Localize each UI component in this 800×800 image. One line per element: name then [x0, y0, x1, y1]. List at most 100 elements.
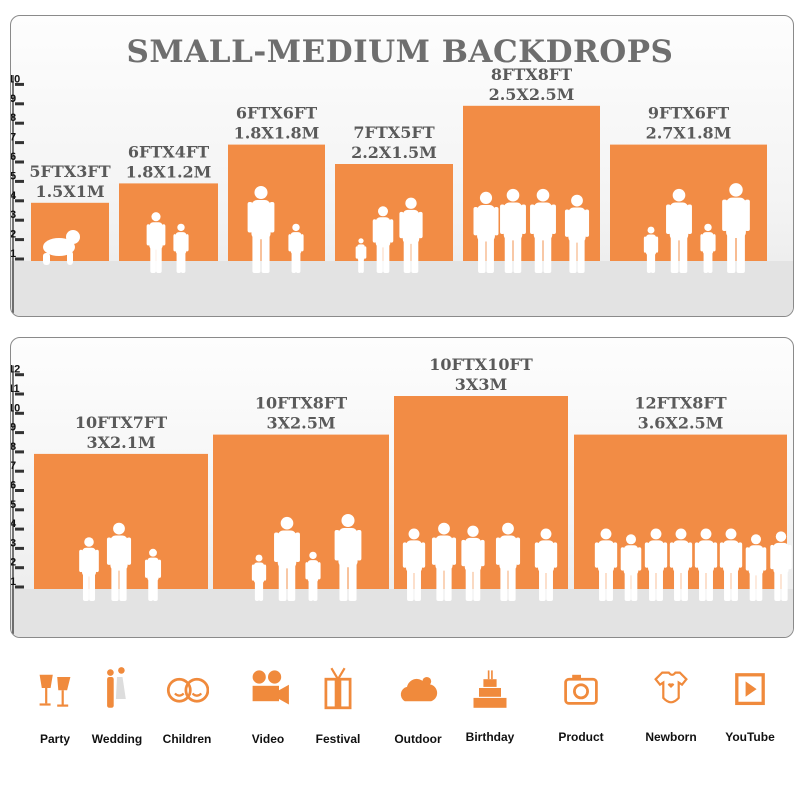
person-silhouette: [495, 522, 521, 601]
backdrop-size-m: 2.2X1.5M: [351, 143, 437, 162]
ruler-tick: [15, 566, 24, 570]
person-silhouette: [719, 528, 743, 601]
backdrop-size-m: 2.7X1.8M: [646, 124, 732, 143]
ruler-tick-label: 1: [11, 576, 16, 588]
backdrop-size-m: 3X2.5M: [266, 414, 335, 433]
ruler-tick-label: 2: [11, 229, 16, 241]
backdrop-panel-medium: 12345678910111210FTX7FT3X2.1M10FTX8FT3X2…: [10, 337, 794, 638]
ruler-tick-label: 4: [11, 190, 17, 202]
backdrop-bar: [119, 183, 218, 261]
children-faces-icon: [166, 677, 209, 703]
backdrop-bar: [213, 434, 389, 589]
person-silhouette: [305, 551, 321, 601]
person-silhouette: [644, 528, 668, 601]
person-silhouette: [43, 230, 80, 265]
use-label: Video: [251, 732, 285, 746]
ruler-tick-label: 3: [11, 537, 16, 549]
wedding-couple-icon: [107, 667, 126, 708]
person-silhouette: [669, 528, 693, 601]
backdrop-size-ft: 9FTX6FT: [648, 104, 729, 123]
backdrop-size-m: 3X3M: [455, 375, 507, 394]
height-ruler: 1 2 3 4 5 6 7 8 9 10: [11, 73, 24, 316]
ruler-tick: [15, 199, 24, 203]
backdrop-size-m: 1.8X1.2M: [126, 162, 212, 181]
use-label: Wedding: [91, 732, 143, 746]
ruler-tick: [15, 585, 24, 589]
ruler-tick: [15, 179, 24, 183]
cloud-icon: [400, 677, 438, 702]
ruler-tick: [15, 392, 24, 396]
person-silhouette: [399, 197, 423, 273]
backdrop-size-m: 3X2.1M: [86, 433, 155, 452]
person-silhouette: [173, 223, 189, 273]
height-ruler: 123456789101112: [11, 364, 24, 637]
backdrop-size-ft: 10FTX8FT: [255, 394, 347, 413]
ruler-tick-label: 4: [11, 518, 17, 530]
use-label: Party: [39, 732, 71, 746]
ruler-tick-label: 9: [11, 422, 16, 434]
birthday-cake-icon: [473, 670, 507, 708]
person-silhouette: [694, 528, 718, 601]
ruler-tick-label: 6: [11, 151, 16, 163]
person-silhouette: [431, 522, 457, 601]
person-silhouette: [620, 534, 642, 601]
use-outdoor: Outdoor: [378, 660, 458, 746]
person-silhouette: [770, 531, 792, 601]
ruler-tick-label: 12: [11, 364, 20, 376]
backdrop-size-ft: 8FTX8FT: [491, 65, 572, 84]
use-party: Party: [15, 660, 95, 746]
camera-icon: [564, 674, 598, 705]
ruler-tick: [15, 508, 24, 512]
person-silhouette: [534, 528, 558, 601]
use-label: Outdoor: [394, 732, 442, 746]
ruler-tick-label: 7: [11, 132, 16, 144]
baby-onesie-icon: [654, 671, 688, 704]
use-label: YouTube: [725, 730, 775, 744]
ruler-tick-label: 9: [11, 93, 16, 105]
ruler-tick: [15, 82, 24, 86]
use-product: Product: [541, 660, 621, 744]
ruler-tick: [15, 411, 24, 415]
ruler-tick-label: 7: [11, 460, 16, 472]
size-chart-medium: 12345678910111210FTX7FT3X2.1M10FTX8FT3X2…: [11, 355, 793, 637]
person-silhouette: [251, 554, 267, 601]
person-silhouette: [461, 525, 485, 601]
use-wedding: Wedding: [77, 660, 157, 746]
person-silhouette: [146, 212, 166, 273]
backdrop-size-ft: 7FTX5FT: [353, 123, 434, 142]
ruler-tick-label: 10: [11, 402, 20, 414]
use-newborn: Newborn: [631, 660, 711, 744]
ruler-tick: [15, 450, 24, 454]
person-silhouette: [372, 206, 394, 273]
person-silhouette: [666, 188, 692, 273]
backdrop-bar: [228, 144, 325, 261]
person-silhouette: [106, 522, 132, 601]
backdrop-size-m: 1.8X1.8M: [234, 124, 320, 143]
use-label: Product: [558, 730, 604, 744]
ruler-tick-label: 3: [11, 209, 16, 221]
person-silhouette: [334, 514, 362, 601]
backdrop-size-m: 3.6X2.5M: [638, 414, 724, 433]
ruler-tick: [15, 121, 24, 125]
backdrop-size-ft: 10FTX7FT: [75, 413, 167, 432]
person-silhouette: [355, 238, 367, 273]
ruler-tick-label: 6: [11, 480, 16, 492]
use-label: Children: [162, 732, 212, 746]
person-silhouette: [274, 516, 300, 601]
person-silhouette: [247, 186, 275, 273]
person-silhouette: [564, 194, 590, 273]
use-video: Video: [228, 660, 308, 746]
person-silhouette: [700, 223, 716, 273]
person-silhouette: [402, 528, 426, 601]
cheers-glasses-icon: [39, 674, 71, 707]
person-silhouette: [530, 188, 556, 273]
ruler-tick: [15, 546, 24, 550]
person-silhouette: [79, 537, 99, 601]
ruler-tick: [15, 218, 24, 222]
size-chart-small: 123456789105FTX3FT1.5X1M6FTX4FT1.8X1.2M6…: [11, 65, 793, 316]
